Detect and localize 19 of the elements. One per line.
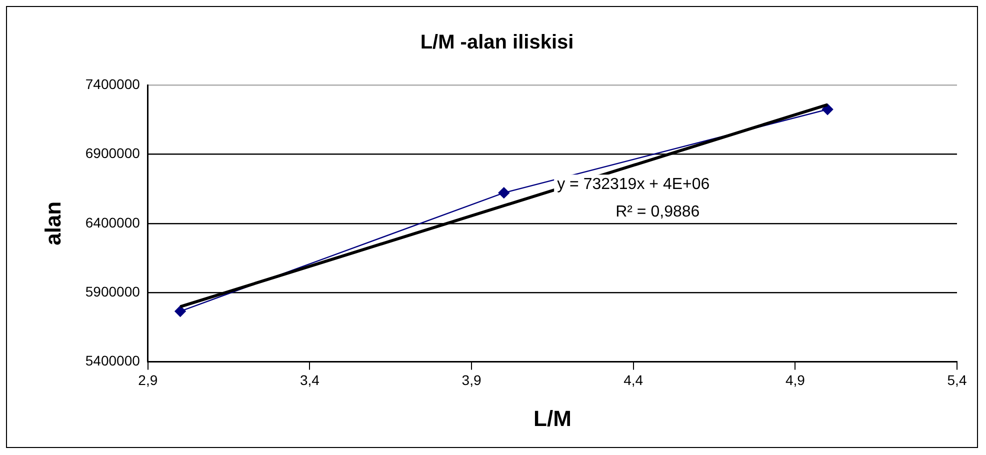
- x-axis-title: L/M: [534, 406, 572, 431]
- point: [174, 306, 186, 317]
- chart-title: L/M -alan iliskisi: [420, 32, 574, 54]
- x-tick-label: 4,4: [624, 372, 644, 388]
- x-tick-label: 4,9: [785, 372, 806, 388]
- x-tick-label: 5,4: [947, 372, 967, 388]
- x-tick-label: 2,9: [138, 372, 158, 388]
- x-tick-label: 3,4: [300, 372, 320, 388]
- point: [498, 187, 510, 198]
- annotation: R² = 0,9886: [616, 204, 700, 221]
- y-tick-label: 7400000: [85, 76, 140, 92]
- point: [822, 104, 834, 115]
- y-tick-label: 6400000: [85, 214, 140, 230]
- y-tick-label: 5900000: [85, 283, 140, 300]
- y-tick-label: 6900000: [85, 145, 140, 162]
- y-axis-title: alan: [40, 201, 66, 246]
- annotation: y = 732319x + 4E+06: [557, 176, 710, 194]
- x-tick-label: 3,9: [462, 372, 482, 388]
- y-tick-label: 5400000: [85, 352, 140, 369]
